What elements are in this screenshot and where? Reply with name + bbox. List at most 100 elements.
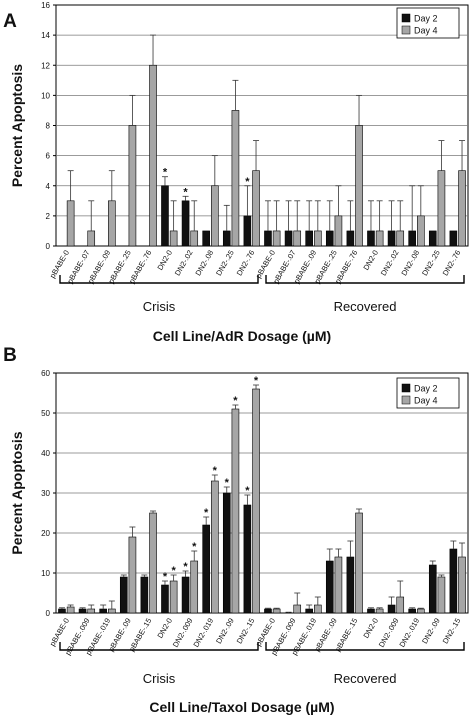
significance-asterisk: * — [213, 465, 218, 477]
bar-day4 — [231, 408, 240, 614]
bar-day4 — [87, 608, 96, 614]
bar-day2 — [161, 185, 169, 247]
bar-day4 — [272, 230, 281, 247]
bar-day2 — [346, 230, 355, 247]
bar-day4 — [458, 556, 466, 614]
bar-day4 — [252, 388, 260, 614]
bar-day4 — [314, 604, 322, 614]
bar-day4 — [231, 110, 240, 247]
significance-asterisk: * — [183, 561, 188, 573]
significance-asterisk: * — [245, 176, 250, 188]
y-tick-label: 20 — [41, 529, 50, 538]
group-label: Recovered — [334, 671, 397, 686]
bar-day2 — [181, 200, 190, 247]
significance-asterisk: * — [183, 186, 188, 198]
category-label: DN2-.019 — [191, 617, 215, 649]
bar-day2 — [367, 230, 375, 247]
bar-day2 — [78, 608, 87, 614]
bar-day4 — [211, 480, 219, 614]
bar-day2 — [222, 492, 231, 614]
bar-day2 — [264, 230, 272, 247]
bar-day2 — [408, 230, 416, 247]
bar-day2 — [243, 215, 252, 247]
group-label: Recovered — [334, 299, 397, 314]
bar-day4 — [437, 170, 446, 247]
bar-day2 — [346, 556, 355, 614]
bar-day2 — [119, 576, 128, 614]
bar-day2 — [408, 608, 416, 614]
bar-day4 — [128, 125, 137, 247]
bar-day4 — [355, 512, 363, 614]
bar-day4 — [314, 230, 322, 247]
group-label: Crisis — [143, 671, 176, 686]
bar-day4 — [437, 576, 446, 614]
y-tick-label: 50 — [41, 409, 50, 418]
group-bracket — [59, 642, 259, 651]
category-label: DN2-.02 — [173, 249, 195, 278]
x-axis-label: Cell Line/AdR Dosage (µM) — [153, 328, 331, 344]
group-bracket — [265, 642, 465, 651]
bar-day4 — [375, 230, 384, 247]
category-label: DN2-0 — [361, 249, 380, 272]
bar-day4 — [417, 215, 425, 247]
panel-letter: B — [3, 345, 17, 366]
legend-label: Day 2 — [414, 384, 438, 394]
y-tick-label: 60 — [41, 369, 50, 378]
y-tick-label: 14 — [41, 31, 50, 40]
significance-asterisk: * — [163, 167, 168, 179]
category-label: DN2-.15 — [441, 617, 463, 646]
bar-day4 — [252, 170, 260, 247]
bar-day4 — [272, 608, 281, 614]
significance-asterisk: * — [171, 565, 176, 577]
y-tick-label: 6 — [46, 152, 51, 161]
category-label: DN2-.09 — [214, 617, 236, 646]
y-tick-label: 30 — [41, 489, 50, 498]
category-label: DN2-.08 — [193, 249, 215, 278]
category-label: DN2-0 — [155, 617, 174, 640]
bar-day4 — [66, 200, 75, 247]
legend-label: Day 4 — [414, 26, 438, 36]
bar-day4 — [149, 512, 157, 614]
significance-asterisk: * — [225, 477, 230, 489]
category-label: DN2-0 — [155, 249, 174, 272]
category-label: DN2-.02 — [379, 249, 401, 278]
bar-day4 — [293, 230, 302, 247]
category-label: DN2-.76 — [235, 249, 257, 278]
y-tick-label: 10 — [41, 569, 50, 578]
bar-day4 — [128, 536, 137, 614]
group-bracket — [59, 275, 259, 284]
legend: Day 2 Day 4 — [396, 7, 460, 39]
y-axis-label: Percent Apoptosis — [9, 64, 25, 187]
legend-label: Day 4 — [414, 396, 438, 406]
bar-day2 — [325, 560, 334, 614]
category-label: DN2-.15 — [235, 617, 257, 646]
x-axis-label: Cell Line/Taxol Dosage (µM) — [149, 699, 334, 715]
bar-day4 — [169, 230, 178, 247]
bar-day2 — [58, 608, 66, 614]
bar-day2 — [305, 230, 313, 247]
bar-day2 — [140, 576, 149, 614]
significance-asterisk: * — [233, 395, 238, 407]
bar-day4 — [293, 604, 302, 614]
bar-day4 — [396, 230, 405, 247]
bar-day2 — [222, 230, 231, 247]
bar-day4 — [396, 596, 405, 614]
bar-day2 — [284, 230, 293, 247]
legend-label: Day 2 — [414, 14, 438, 24]
category-label: DN2-.25 — [214, 249, 236, 278]
y-tick-label: 12 — [41, 61, 50, 70]
category-label: DN2-0 — [361, 617, 380, 640]
bar-day2 — [325, 230, 334, 247]
significance-asterisk: * — [245, 485, 250, 497]
group-bracket — [265, 275, 465, 284]
bar-day2 — [161, 584, 169, 614]
bar-day2 — [99, 608, 107, 614]
y-tick-label: 10 — [41, 91, 50, 100]
bar-day2 — [449, 230, 458, 247]
bar-day4 — [417, 608, 425, 614]
bar-day4 — [169, 580, 178, 614]
bar-day2 — [305, 608, 313, 614]
